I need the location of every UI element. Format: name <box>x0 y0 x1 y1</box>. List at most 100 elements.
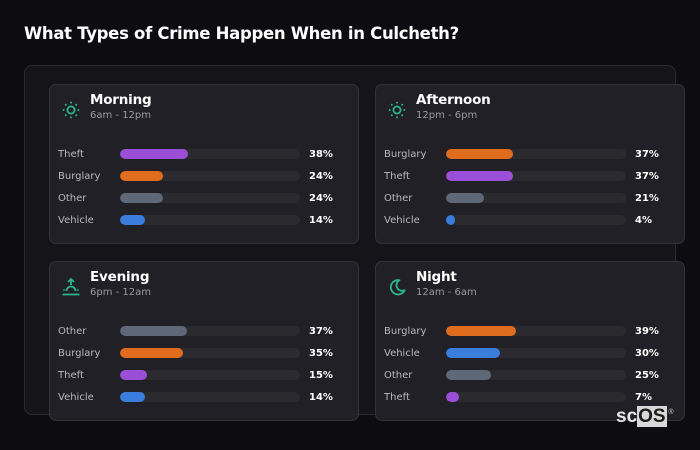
sunset-icon <box>61 277 81 297</box>
bar-list: Other 37% Burglary 35% Theft 15% Vehicle… <box>58 324 358 412</box>
bar-row: Vehicle 30% <box>384 346 684 368</box>
bar-track <box>446 348 626 358</box>
panel-evening: Evening 6pm - 12am Other 37% Burglary 35… <box>49 261 359 421</box>
bar-label: Burglary <box>58 348 101 359</box>
bar-fill <box>120 326 187 336</box>
bar-label: Theft <box>58 149 84 160</box>
bar-value: 7% <box>635 392 652 403</box>
bar-value: 21% <box>635 193 659 204</box>
bar-row: Theft 15% <box>58 368 358 390</box>
bar-row: Other 21% <box>384 191 684 213</box>
panel-time-range: 6pm - 12am <box>90 287 152 298</box>
sun-icon <box>61 100 81 120</box>
bar-list: Theft 38% Burglary 24% Other 24% Vehicle… <box>58 147 358 235</box>
bar-value: 37% <box>635 171 659 182</box>
bar-label: Vehicle <box>58 215 94 226</box>
logo-text-sc: sc <box>616 406 638 427</box>
bar-label: Burglary <box>58 171 101 182</box>
bar-track <box>446 171 626 181</box>
bar-fill <box>446 326 517 336</box>
bar-label: Burglary <box>384 149 427 160</box>
panel-title: Evening <box>90 269 150 285</box>
panel-night: Night 12am - 6am Burglary 39% Vehicle 30… <box>375 261 685 421</box>
panel-afternoon: Afternoon 12pm - 6pm Burglary 37% Theft … <box>375 84 685 244</box>
bar-fill <box>446 215 455 225</box>
bar-row: Burglary 24% <box>58 169 358 191</box>
bar-track <box>120 326 300 336</box>
bar-label: Theft <box>384 392 410 403</box>
bar-value: 14% <box>309 392 333 403</box>
bar-track <box>446 370 626 380</box>
bar-row: Vehicle 4% <box>384 213 684 235</box>
bar-fill <box>120 171 164 181</box>
bar-value: 4% <box>635 215 652 226</box>
bar-track <box>120 215 300 225</box>
moon-icon <box>387 277 407 297</box>
sun-icon <box>387 100 407 120</box>
bar-fill <box>120 193 164 203</box>
bar-row: Burglary 35% <box>58 346 358 368</box>
bar-fill <box>446 370 491 380</box>
bar-label: Other <box>58 193 87 204</box>
bar-fill <box>446 348 500 358</box>
bar-track <box>120 370 300 380</box>
bar-track <box>120 392 300 402</box>
bar-row: Theft 7% <box>384 390 684 412</box>
panel-title: Afternoon <box>416 92 491 108</box>
bar-label: Burglary <box>384 326 427 337</box>
page-title: What Types of Crime Happen When in Culch… <box>24 24 459 43</box>
bar-fill <box>120 215 146 225</box>
panel-morning: Morning 6am - 12pm Theft 38% Burglary 24… <box>49 84 359 244</box>
bar-track <box>446 326 626 336</box>
bar-fill <box>446 149 513 159</box>
bar-track <box>446 193 626 203</box>
bar-track <box>446 149 626 159</box>
bar-value: 25% <box>635 370 659 381</box>
bar-row: Theft 38% <box>58 147 358 169</box>
bar-row: Burglary 39% <box>384 324 684 346</box>
bar-label: Other <box>58 326 87 337</box>
registered-mark: ® <box>668 409 674 416</box>
logo-text-os: OS <box>637 406 667 427</box>
bar-track <box>120 193 300 203</box>
bar-value: 35% <box>309 348 333 359</box>
bar-row: Vehicle 14% <box>58 390 358 412</box>
bar-label: Other <box>384 370 413 381</box>
bar-track <box>120 149 300 159</box>
bar-row: Other 25% <box>384 368 684 390</box>
bar-track <box>120 171 300 181</box>
bar-label: Vehicle <box>384 215 420 226</box>
bar-fill <box>120 392 146 402</box>
panel-time-range: 6am - 12pm <box>90 110 152 121</box>
bar-value: 15% <box>309 370 333 381</box>
panel-time-range: 12am - 6am <box>416 287 477 298</box>
bar-fill <box>446 193 484 203</box>
panel-time-range: 12pm - 6pm <box>416 110 478 121</box>
bar-row: Theft 37% <box>384 169 684 191</box>
bar-fill <box>120 149 189 159</box>
bar-label: Other <box>384 193 413 204</box>
bar-value: 39% <box>635 326 659 337</box>
bar-list: Burglary 37% Theft 37% Other 21% Vehicle… <box>384 147 684 235</box>
bar-label: Vehicle <box>58 392 94 403</box>
bar-track <box>120 348 300 358</box>
panel-title: Night <box>416 269 457 285</box>
bar-fill <box>446 171 513 181</box>
bar-row: Vehicle 14% <box>58 213 358 235</box>
bar-value: 38% <box>309 149 333 160</box>
bar-row: Other 37% <box>58 324 358 346</box>
bar-value: 30% <box>635 348 659 359</box>
bar-value: 24% <box>309 193 333 204</box>
bar-list: Burglary 39% Vehicle 30% Other 25% Theft… <box>384 324 684 412</box>
bar-value: 14% <box>309 215 333 226</box>
bar-label: Theft <box>58 370 84 381</box>
bar-row: Burglary 37% <box>384 147 684 169</box>
panel-title: Morning <box>90 92 152 108</box>
bar-row: Other 24% <box>58 191 358 213</box>
bar-label: Vehicle <box>384 348 420 359</box>
bar-label: Theft <box>384 171 410 182</box>
bar-fill <box>120 348 183 358</box>
bar-value: 37% <box>635 149 659 160</box>
bar-value: 37% <box>309 326 333 337</box>
